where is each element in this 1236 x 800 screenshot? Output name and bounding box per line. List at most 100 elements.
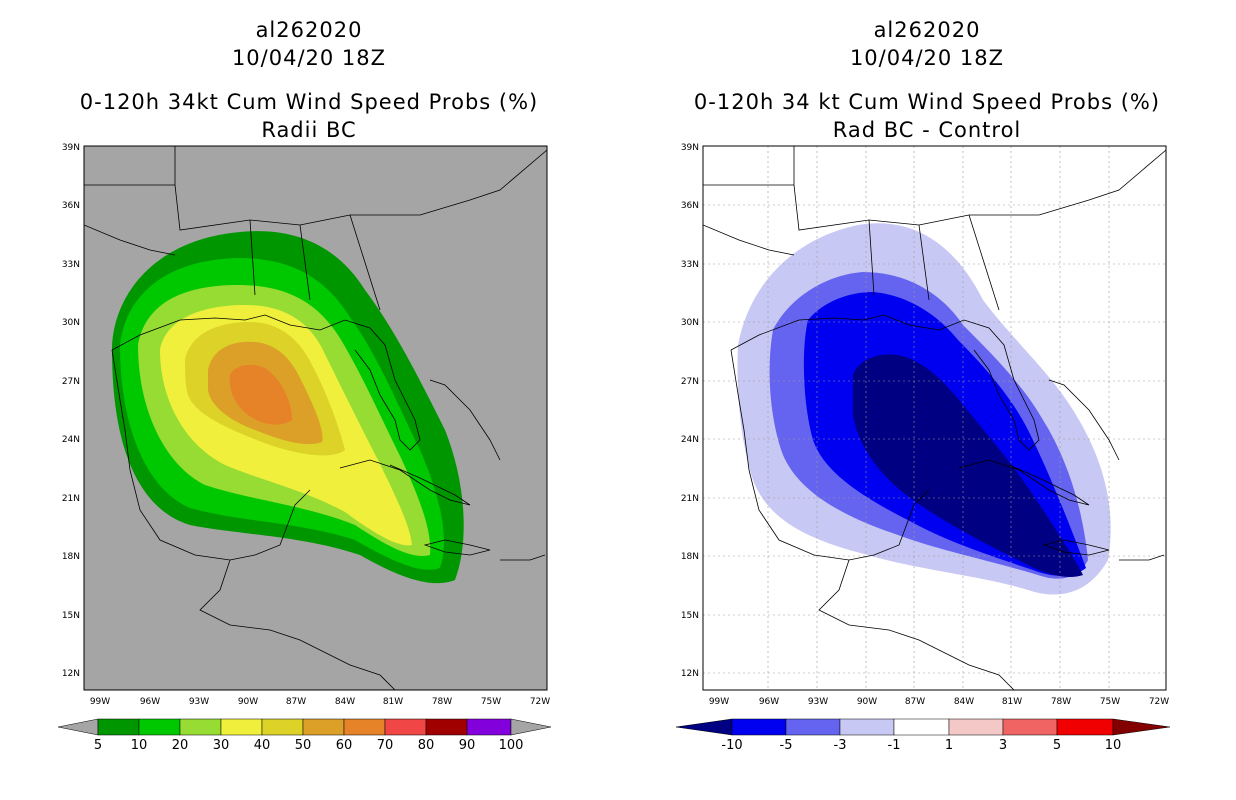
colorbar-swatch	[425, 718, 468, 736]
colorbar-swatch	[343, 718, 386, 736]
colorbar-label: -5	[780, 738, 793, 753]
latitude-axis: 39N 36N 33N 30N 27N 24N 21N 18N 15N 12N	[62, 143, 80, 679]
datetime-title: 10/04/20 18Z	[849, 46, 1005, 70]
longitude-axis: 99W 96W 93W 90W 87W 84W 81W 78W 75W 72W	[90, 697, 550, 707]
lon-label: 90W	[238, 697, 258, 707]
product-title: 0-120h 34 kt Cum Wind Speed Probs (%)	[693, 90, 1161, 114]
lat-label: 21N	[681, 494, 699, 504]
lon-label: 75W	[481, 697, 501, 707]
colorbar-label: 5	[94, 738, 102, 753]
lon-label: 93W	[189, 697, 209, 707]
grid-lines	[703, 146, 1166, 690]
lon-label: 99W	[90, 697, 110, 707]
colorbar-label: 50	[295, 738, 312, 753]
colorbar-swatch	[785, 718, 841, 736]
lon-label: 87W	[286, 697, 306, 707]
lat-label: 24N	[62, 435, 80, 445]
colorbar-labels: 5 10 20 30 40 50 60 70 80 90 100	[94, 738, 524, 753]
lat-label: 27N	[62, 377, 80, 387]
colorbar-right-arrow	[1112, 718, 1171, 736]
coastlines	[703, 146, 1166, 690]
lon-label: 96W	[759, 697, 779, 707]
colorbar-swatch	[839, 718, 895, 736]
colorbar	[57, 718, 552, 736]
right-map-panel: al262020 10/04/20 18Z 0-120h 34 kt Cum W…	[618, 0, 1236, 800]
lat-label: 36N	[681, 201, 699, 211]
colorbar-swatch	[261, 718, 304, 736]
colorbar-swatch	[220, 718, 263, 736]
lat-label: 12N	[681, 669, 699, 679]
colorbar-swatch	[302, 718, 345, 736]
lat-label: 21N	[62, 494, 80, 504]
colorbar-label: 100	[499, 738, 524, 753]
lon-label: 78W	[1051, 697, 1071, 707]
right-map-svg: 39N 36N 33N 30N 27N 24N 21N 18N 15N 12N …	[675, 143, 1171, 753]
colorbar-label: -10	[721, 738, 742, 753]
lat-label: 18N	[62, 552, 80, 562]
colorbar-label: 20	[172, 738, 189, 753]
colorbar-swatch	[731, 718, 787, 736]
subtitle: Rad BC - Control	[832, 118, 1022, 142]
colorbar-label: -1	[888, 738, 901, 753]
lat-label: 30N	[62, 318, 80, 328]
lat-label: 39N	[681, 143, 699, 153]
lon-label: 72W	[1149, 697, 1169, 707]
colorbar-labels: -10 -5 -3 -1 1 3 5 10	[721, 738, 1121, 753]
lat-label: 15N	[62, 611, 80, 621]
colorbar-left-arrow	[57, 718, 99, 736]
colorbar-swatch	[97, 718, 140, 736]
colorbar-label: 30	[213, 738, 230, 753]
colorbar-label: -3	[834, 738, 847, 753]
colorbar-label: 3	[999, 738, 1007, 753]
storm-id-title: al262020	[255, 18, 363, 42]
colorbar	[675, 718, 1171, 736]
colorbar-label: 90	[459, 738, 476, 753]
lat-label: 30N	[681, 318, 699, 328]
longitude-axis: 99W 96W 93W 90W 87W 84W 81W 78W 75W 72W	[709, 697, 1169, 707]
lon-label: 96W	[140, 697, 160, 707]
left-map-panel: al262020 10/04/20 18Z 0-120h 34kt Cum Wi…	[57, 18, 552, 753]
colorbar-label: 10	[1105, 738, 1122, 753]
colorbar-label: 5	[1053, 738, 1061, 753]
lon-label: 81W	[1002, 697, 1022, 707]
lat-label: 36N	[62, 201, 80, 211]
latitude-axis: 39N 36N 33N 30N 27N 24N 21N 18N 15N 12N	[681, 143, 699, 679]
lat-label: 27N	[681, 377, 699, 387]
colorbar-swatch	[893, 718, 950, 736]
lat-label: 15N	[681, 611, 699, 621]
colorbar-label: 60	[336, 738, 353, 753]
colorbar-label: 70	[377, 738, 394, 753]
lat-label: 12N	[62, 669, 80, 679]
lon-label: 72W	[530, 697, 550, 707]
lon-label: 81W	[383, 697, 403, 707]
colorbar-label: 40	[254, 738, 271, 753]
colorbar-swatch	[1002, 718, 1058, 736]
colorbar-right-arrow	[510, 718, 552, 736]
colorbar-swatch	[1056, 718, 1114, 736]
subtitle: Radii BC	[261, 118, 357, 142]
datetime-title: 10/04/20 18Z	[231, 46, 387, 70]
colorbar-swatch	[948, 718, 1004, 736]
coastlines	[84, 146, 547, 690]
lon-label: 78W	[432, 697, 452, 707]
colorbar-left-arrow	[675, 718, 733, 736]
colorbar-swatch	[138, 718, 181, 736]
colorbar-swatch	[466, 718, 512, 736]
lat-label: 33N	[681, 260, 699, 270]
product-title: 0-120h 34kt Cum Wind Speed Probs (%)	[79, 90, 539, 114]
lat-label: 33N	[62, 260, 80, 270]
lon-label: 84W	[954, 697, 974, 707]
lat-label: 24N	[681, 435, 699, 445]
colorbar-swatch	[384, 718, 427, 736]
lon-label: 84W	[335, 697, 355, 707]
lon-label: 90W	[857, 697, 877, 707]
colorbar-label: 10	[131, 738, 148, 753]
lon-label: 99W	[709, 697, 729, 707]
lon-label: 75W	[1100, 697, 1120, 707]
lat-label: 18N	[681, 552, 699, 562]
colorbar-swatch	[179, 718, 222, 736]
contour-60	[229, 364, 292, 425]
left-map-svg: 39N 36N 33N 30N 27N 24N 21N 18N 15N 12N …	[57, 143, 552, 753]
colorbar-label: 1	[945, 738, 953, 753]
storm-id-title: al262020	[873, 18, 981, 42]
